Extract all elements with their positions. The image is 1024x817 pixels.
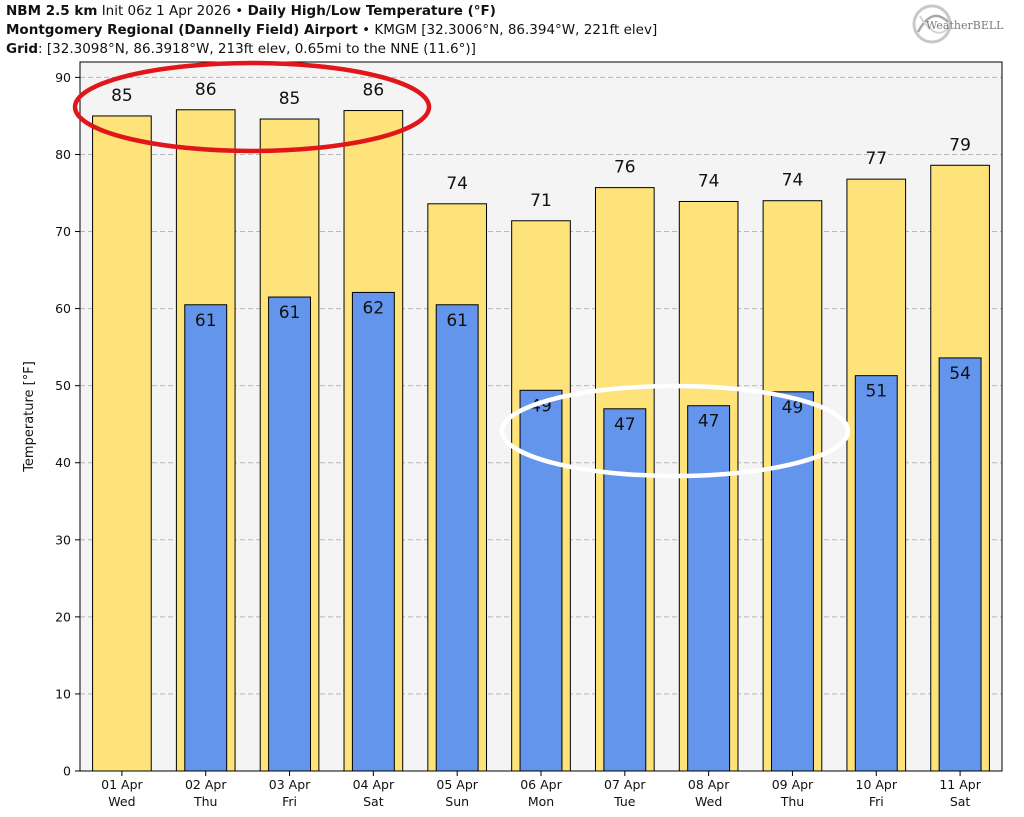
y-tick-label: 90 [55,70,71,85]
bars [92,109,990,772]
y-tick-label: 0 [63,764,71,779]
x-tick-label-date: 01 Apr [101,777,143,792]
station-info: KMGM [32.3006°N, 86.394°W, 221ft elev] [374,22,658,38]
y-tick-label: 60 [55,301,71,316]
high-temp-label: 76 [614,158,636,178]
high-temp-bar [92,115,152,772]
x-tick-label-date: 03 Apr [269,777,311,792]
header-line-2: Montgomery Regional (Dannelly Field) Air… [6,21,657,40]
chart-header: NBM 2.5 km Init 06z 1 Apr 2026 • Daily H… [6,2,657,59]
grid-label: Grid [6,41,39,57]
y-tick-label: 80 [55,147,71,162]
y-tick-label: 70 [55,224,71,239]
white-ellipse-annotation [499,383,851,479]
model-name: NBM 2.5 km [6,3,98,19]
high-temp-label: 79 [949,135,971,155]
low-temp-bar [603,408,647,772]
low-temp-bar [268,296,312,772]
y-axis-label: Temperature [°F] [22,361,37,473]
high-temp-label: 85 [111,86,133,106]
bullet-separator: • [362,22,371,38]
low-temp-label: 61 [279,303,301,323]
high-temp-label: 74 [782,171,804,191]
x-tick-label-day: Sat [363,794,384,809]
low-temp-label: 61 [195,311,217,331]
y-tick-label: 20 [55,609,71,624]
logo-text: WeatherBELL [926,19,1004,32]
low-temp-label: 49 [782,398,804,418]
x-tick-label-date: 04 Apr [353,777,395,792]
low-temp-bar [687,405,731,772]
red-ellipse-annotation [72,60,432,154]
low-temp-bar [854,375,898,772]
x-tick-label-day: Tue [613,794,636,809]
product-name: Daily High/Low Temperature (°F) [247,3,496,19]
x-tick-label-day: Thu [193,794,217,809]
annotations [72,60,851,479]
x-tick-label-date: 10 Apr [856,777,898,792]
x-tick-label-day: Wed [695,794,722,809]
x-tick-label-date: 09 Apr [772,777,814,792]
low-temp-bar [351,291,395,772]
low-temp-bar [938,357,982,772]
x-tick-label-day: Thu [780,794,804,809]
high-temp-label: 85 [279,89,301,109]
low-temp-label: 47 [698,412,720,432]
low-temp-bar [771,391,814,772]
x-tick-label-date: 11 Apr [939,777,981,792]
high-temp-label: 71 [530,191,552,211]
x-tick-label-date: 02 Apr [185,777,227,792]
init-time: Init 06z 1 Apr 2026 [101,3,231,19]
low-temp-bar [435,304,479,772]
high-temp-label: 74 [698,171,720,191]
high-temp-label: 86 [195,80,217,100]
header-line-1: NBM 2.5 km Init 06z 1 Apr 2026 • Daily H… [6,2,657,21]
high-temp-label: 74 [446,174,468,194]
x-tick-label-date: 05 Apr [436,777,478,792]
x-tick-label-date: 08 Apr [688,777,730,792]
low-temp-bar [519,389,563,772]
high-temp-label: 77 [865,149,887,169]
y-tick-label: 30 [55,532,71,547]
x-tick-label-day: Fri [282,794,297,809]
y-tick-label: 10 [55,686,71,701]
grid-info: : [32.3098°N, 86.3918°W, 213ft elev, 0.6… [38,41,476,57]
x-tick-label-day: Sat [950,794,971,809]
weatherbell-logo: WeatherBELL [908,2,1020,46]
x-tick-label-day: Mon [528,794,554,809]
low-temp-bar [184,304,228,772]
station-name: Montgomery Regional (Dannelly Field) Air… [6,22,358,38]
x-tick-label-date: 06 Apr [520,777,562,792]
bullet-separator: • [235,3,244,19]
x-tick-label-date: 07 Apr [604,777,646,792]
x-tick-label-day: Fri [869,794,884,809]
axes: 0 10 20 30 40 50 60 70 80 90 01 Apr Wed 02 Apr Thu 03 … [55,70,982,809]
y-tick-label: 50 [55,378,71,393]
high-temp-label: 86 [363,81,385,101]
header-line-3: Grid: [32.3098°N, 86.3918°W, 213ft elev,… [6,40,657,59]
low-temp-label: 54 [949,364,971,384]
x-tick-label-day: Sun [445,794,469,809]
low-temp-label: 62 [363,298,385,318]
y-tick-label: 40 [55,455,71,470]
low-temp-label: 47 [614,415,636,435]
low-temp-label: 51 [865,382,887,402]
low-temp-label: 61 [446,311,468,331]
weatherbell-swirl-logo-icon: WeatherBELL [912,4,1004,44]
x-tick-label-day: Wed [108,794,135,809]
